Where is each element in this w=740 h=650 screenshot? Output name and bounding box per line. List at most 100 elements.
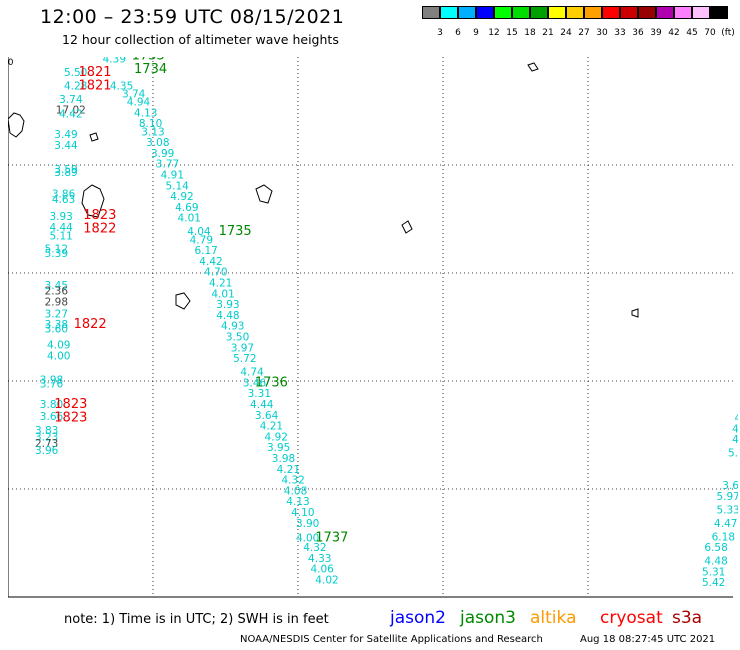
pass-time-label: 1735 bbox=[219, 224, 252, 239]
wave-height-label: 4.32 bbox=[281, 475, 304, 487]
wave-height-label: 5.12 bbox=[45, 243, 68, 255]
wave-height-label: 2.36 bbox=[45, 286, 69, 298]
wave-height-label: 4.44 bbox=[49, 222, 73, 234]
colorbar-label: 27 bbox=[578, 28, 590, 38]
colorbar-swatch bbox=[422, 6, 440, 19]
credit-line: NOAA/NESDIS Center for Satellite Applica… bbox=[240, 634, 543, 645]
wave-height-label: 5.72 bbox=[233, 353, 256, 365]
colorbar-label: 6 bbox=[455, 28, 461, 38]
wave-height-label: 3.64 bbox=[255, 410, 279, 422]
pass-time-label: 1733 bbox=[132, 57, 165, 64]
wave-height-label: 3.83 bbox=[35, 425, 58, 437]
wave-height-label: 3.95 bbox=[267, 442, 290, 454]
pass-time-label: 1821 bbox=[78, 65, 111, 80]
wave-height-label: 3.93 bbox=[49, 211, 72, 223]
island-outline bbox=[401, 220, 413, 234]
wave-height-label: 4.13 bbox=[286, 496, 309, 508]
wave-height-label: 4.93 bbox=[221, 321, 244, 333]
wave-height-label: 4.94 bbox=[127, 97, 151, 109]
legend-jason2: jason2 bbox=[390, 608, 446, 628]
wave-height-label: 3.86 bbox=[52, 188, 76, 200]
wave-height-label: 5.14 bbox=[165, 180, 189, 192]
colorbar-swatch bbox=[710, 6, 728, 19]
wave-height-label: 4.10 bbox=[291, 507, 314, 519]
wave-height-label: 3.46 bbox=[243, 377, 267, 389]
wave-height-label: 4.48 bbox=[704, 556, 727, 568]
page-title: 12:00 – 23:59 UTC 08/15/2021 bbox=[40, 6, 345, 28]
wave-height-label: 4.28 bbox=[64, 80, 87, 92]
wave-height-label: 4.09 bbox=[47, 340, 70, 352]
pass-time-label: 1823 bbox=[54, 411, 87, 426]
wave-height-label: 3.50 bbox=[226, 332, 249, 344]
colorbar-swatch bbox=[530, 6, 548, 19]
wave-height-label: 4.33 bbox=[308, 553, 331, 565]
colorbar-swatch bbox=[602, 6, 620, 19]
colorbar-swatch bbox=[494, 6, 512, 19]
wave-height-label: 4.48 bbox=[216, 310, 239, 322]
y-tick-label: 10 bbox=[8, 58, 14, 68]
island-outline bbox=[631, 308, 639, 318]
wave-height-label: 4.21 bbox=[209, 278, 232, 290]
colorbar-swatch bbox=[674, 6, 692, 19]
wave-height-label: 3.59 bbox=[54, 164, 77, 176]
pass-time-label: 1736 bbox=[255, 375, 288, 390]
wave-height-label: 4 bbox=[732, 423, 738, 435]
colorbar-swatch bbox=[476, 6, 494, 19]
wave-height-label: 3.98 bbox=[40, 375, 63, 387]
wave-height-label: 4.02 bbox=[315, 575, 338, 587]
colorbar-label: 12 bbox=[488, 28, 500, 38]
page-subtitle: 12 hour collection of altimeter wave hei… bbox=[62, 32, 339, 47]
wave-height-label: 3.44 bbox=[54, 140, 78, 152]
wave-height-label: 4.74 bbox=[240, 367, 264, 379]
colorbar-swatch bbox=[656, 6, 674, 19]
island-outline bbox=[81, 184, 105, 218]
island-outline bbox=[255, 184, 273, 204]
wave-height-label: 4.92 bbox=[265, 431, 288, 443]
legend-s3a: s3a bbox=[672, 608, 703, 628]
wave-height-label: 3.97 bbox=[231, 342, 254, 354]
colorbar-label: (ft) bbox=[721, 28, 735, 38]
wave-height-label: 3.93 bbox=[216, 299, 239, 311]
wave-height-label: 5.33 bbox=[716, 504, 738, 516]
wave-height-label: 4.42 bbox=[199, 256, 222, 268]
wave-height-label: 4.06 bbox=[310, 564, 334, 576]
colorbar-swatch bbox=[512, 6, 530, 19]
wave-height-label: 4.21 bbox=[260, 421, 283, 433]
colorbar-label: 24 bbox=[560, 28, 572, 38]
wave-height-label: 3.13 bbox=[141, 126, 164, 138]
colorbar-label: 18 bbox=[524, 28, 536, 38]
wave-height-label: 4.00 bbox=[47, 350, 70, 362]
wave-height-label: 3.76 bbox=[40, 378, 64, 390]
altimeter-map: 15015315615916216502468104.395.504.284.3… bbox=[8, 57, 738, 598]
wave-height-label: 3.96 bbox=[35, 445, 59, 457]
wave-height-label: 3.31 bbox=[248, 388, 271, 400]
colorbar-label: 3 bbox=[437, 28, 443, 38]
colorbar-swatch bbox=[440, 6, 458, 19]
colorbar-swatch bbox=[692, 6, 710, 19]
colorbar-swatch bbox=[584, 6, 602, 19]
pass-time-label: 1822 bbox=[83, 222, 116, 237]
wave-height-label: 4.42 bbox=[59, 108, 82, 120]
colorbar-label: 30 bbox=[596, 28, 608, 38]
wave-height-label: 4.91 bbox=[161, 170, 184, 182]
island-outline bbox=[8, 112, 25, 138]
wave-height-label: 4 bbox=[732, 434, 738, 446]
wave-height-label: 5.11 bbox=[49, 231, 72, 243]
wave-height-label: 4.32 bbox=[303, 542, 326, 554]
pass-time-label: 1823 bbox=[54, 397, 87, 412]
wave-height-label: 3.60 bbox=[45, 323, 68, 335]
colorbar-swatch bbox=[566, 6, 584, 19]
wave-height-label: 4.92 bbox=[170, 191, 193, 203]
wave-height-label: 2.98 bbox=[45, 296, 68, 308]
wave-height-label: 3.90 bbox=[296, 518, 319, 530]
wave-height-label: 4.63 bbox=[52, 194, 75, 206]
wave-height-label: 3.6 bbox=[722, 480, 738, 492]
wave-height-label: 3.80 bbox=[40, 399, 63, 411]
pass-time-label: 1821 bbox=[78, 78, 111, 93]
legend-altika: altika bbox=[530, 608, 577, 628]
colorbar-swatch bbox=[458, 6, 476, 19]
wave-height-label: 3.27 bbox=[45, 308, 68, 320]
island-outline bbox=[527, 62, 539, 72]
wave-height-label: 4.04 bbox=[187, 226, 211, 238]
wave-height-label: 8.10 bbox=[139, 118, 162, 130]
